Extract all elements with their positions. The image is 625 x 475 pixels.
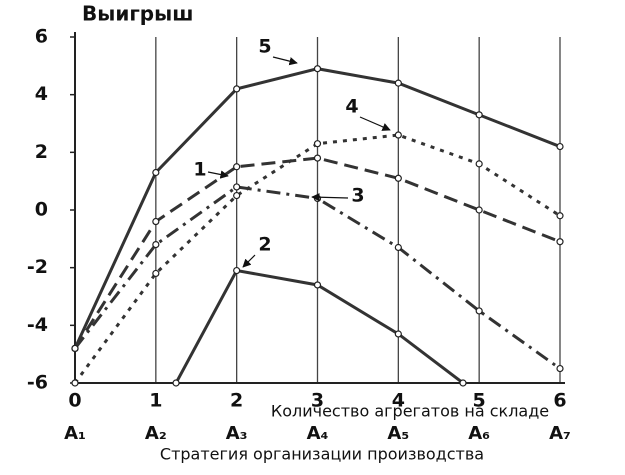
x-tick-label: 4	[392, 390, 405, 412]
strategy-label: A₃	[226, 423, 248, 444]
strategy-label: A₅	[387, 423, 409, 444]
point	[71, 379, 79, 387]
point	[394, 174, 402, 182]
point	[313, 140, 322, 148]
strategy-label: A₂	[145, 423, 167, 444]
point	[152, 269, 160, 278]
strategy-label: A₄	[307, 423, 329, 444]
point	[71, 344, 79, 352]
point	[556, 212, 564, 220]
point	[394, 243, 402, 252]
point	[394, 131, 402, 139]
point	[556, 238, 564, 246]
label-arrow	[272, 56, 298, 66]
point	[313, 65, 322, 73]
label-arrow	[311, 193, 349, 202]
point	[313, 281, 322, 289]
y-tick-label: 2	[35, 141, 48, 163]
y-tick-label: -2	[27, 256, 48, 278]
point	[233, 163, 241, 171]
point	[313, 154, 322, 162]
point	[152, 241, 160, 249]
x-axis-title: Количество агрегатов на складе	[271, 402, 549, 421]
point	[394, 79, 402, 87]
series-label: 4	[345, 96, 358, 118]
chart-title: Выигрыш	[82, 2, 193, 26]
x-tick-label: 1	[149, 390, 162, 412]
series-label: 2	[258, 234, 271, 256]
series-label: 3	[351, 185, 364, 207]
point	[556, 364, 564, 373]
point	[394, 330, 402, 338]
x-tick-label: 3	[311, 390, 324, 412]
y-tick-label: 0	[35, 199, 48, 221]
y-tick-label: 4	[35, 83, 48, 105]
point	[475, 307, 483, 315]
point	[233, 183, 241, 191]
x-tick-label: 2	[230, 390, 243, 412]
x-tick-label: 6	[553, 390, 566, 412]
point	[459, 379, 467, 387]
strategy-label: A₆	[468, 423, 490, 444]
point	[475, 206, 483, 214]
y-tick-label: -4	[27, 314, 48, 336]
point	[152, 168, 160, 177]
strategy-label: A₇	[549, 423, 571, 444]
point	[313, 194, 322, 203]
point	[233, 85, 241, 93]
series-label: 1	[193, 159, 206, 181]
y-tick-label: 6	[35, 26, 48, 48]
label-arrow	[242, 254, 256, 268]
label-arrow	[207, 170, 229, 179]
point	[152, 217, 160, 226]
point	[233, 191, 241, 200]
series-label: 5	[258, 36, 271, 58]
point	[475, 111, 483, 119]
point	[556, 142, 564, 151]
point	[233, 266, 241, 275]
x-tick-label: 5	[473, 390, 486, 412]
x-tick-label: 0	[68, 390, 81, 412]
strategy-label: A₁	[64, 423, 86, 444]
label-arrow	[359, 116, 391, 131]
strategy-title: Стратегия организации производства	[160, 445, 484, 464]
y-tick-label: -6	[27, 372, 48, 394]
point	[172, 379, 180, 387]
point	[475, 160, 483, 168]
